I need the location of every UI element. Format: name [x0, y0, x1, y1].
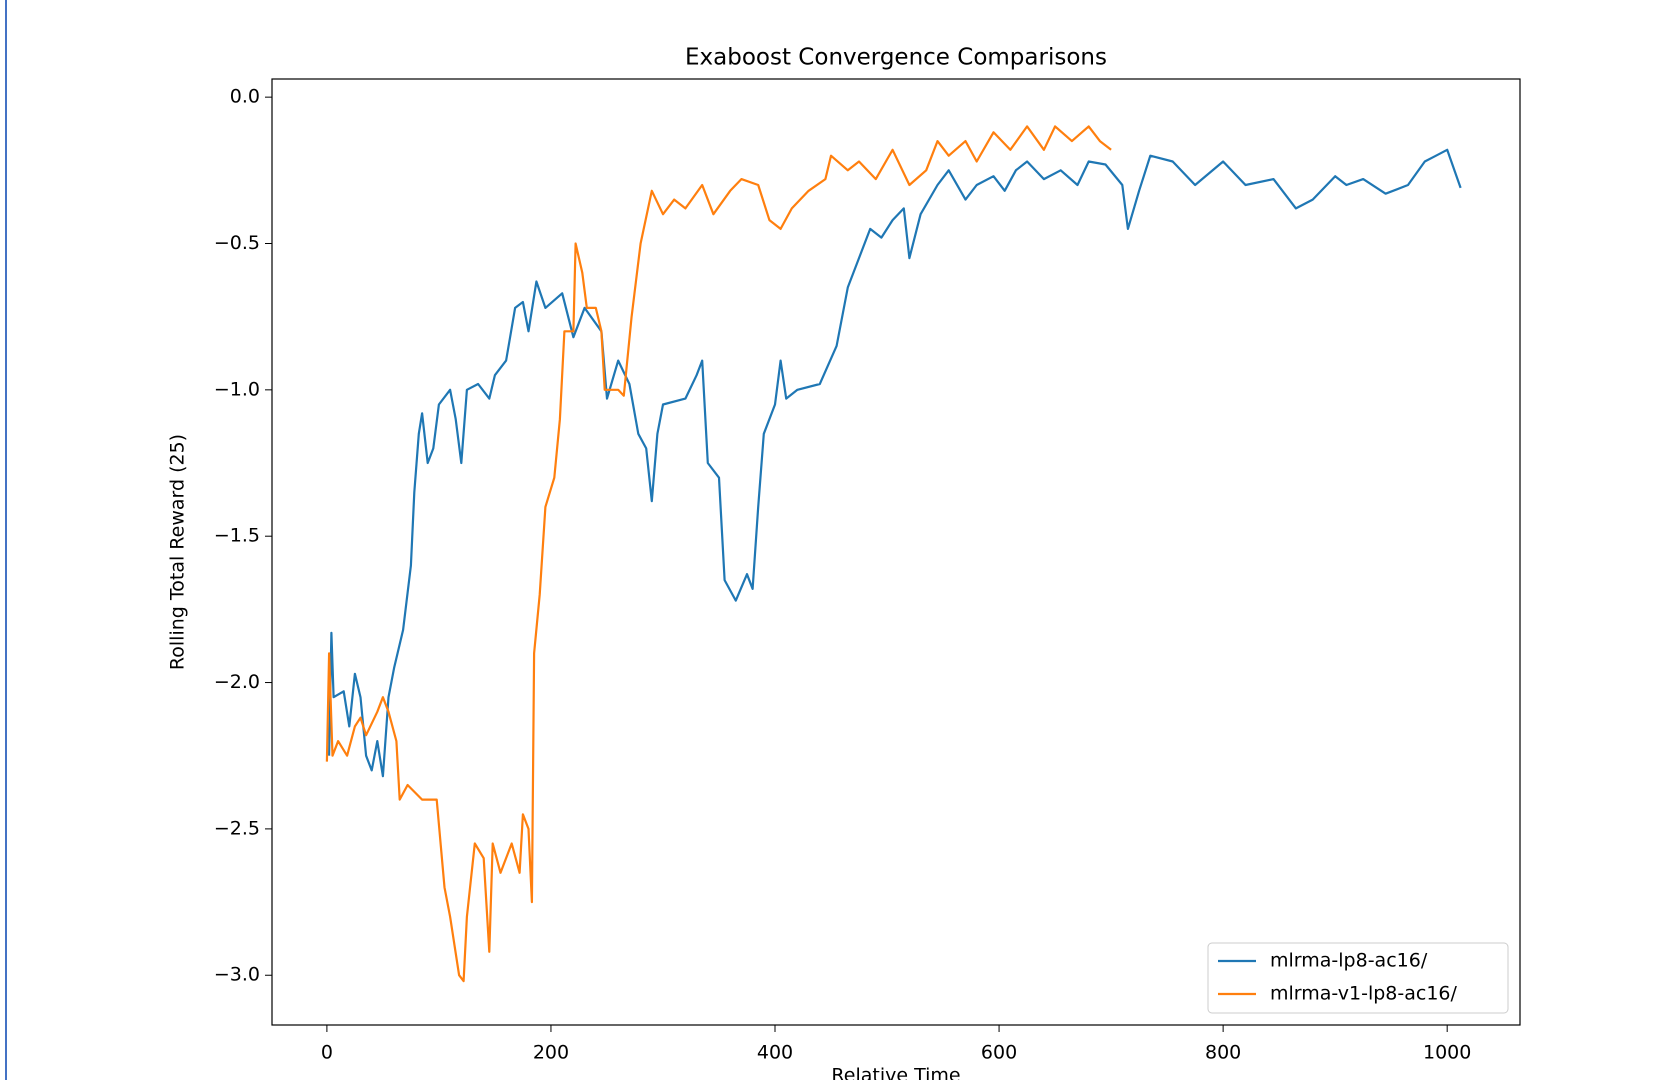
y-axis-label: Rolling Total Reward (25): [167, 434, 189, 670]
x-tick-label: 400: [757, 1042, 793, 1064]
y-tick-label: −2.0: [214, 671, 260, 693]
legend-box: [1207, 942, 1509, 1014]
y-tick-label: −3.0: [214, 964, 260, 986]
y-tick-label: −1.5: [214, 525, 260, 547]
x-tick-label: 600: [981, 1042, 1017, 1064]
y-tick-label: −2.5: [214, 817, 260, 839]
x-tick-label: 0: [321, 1042, 333, 1064]
x-tick-label: 1000: [1423, 1042, 1471, 1064]
x-tick-label: 200: [533, 1042, 569, 1064]
plot-frame: [271, 78, 1521, 1026]
line-series: [328, 148, 1462, 778]
chart-title: Exaboost Convergence Comparisons: [685, 45, 1107, 71]
y-tick-label: −1.0: [214, 378, 260, 400]
y-tick-label: 0.0: [230, 86, 260, 108]
legend-label: mlrma-v1-lp8-ac16/: [1270, 983, 1458, 1005]
x-tick-label: 800: [1205, 1042, 1241, 1064]
line-series: [325, 125, 1112, 983]
legend-label: mlrma-lp8-ac16/: [1270, 950, 1428, 972]
y-tick-label: −0.5: [214, 232, 260, 254]
x-axis-label: Relative Time: [831, 1065, 960, 1080]
